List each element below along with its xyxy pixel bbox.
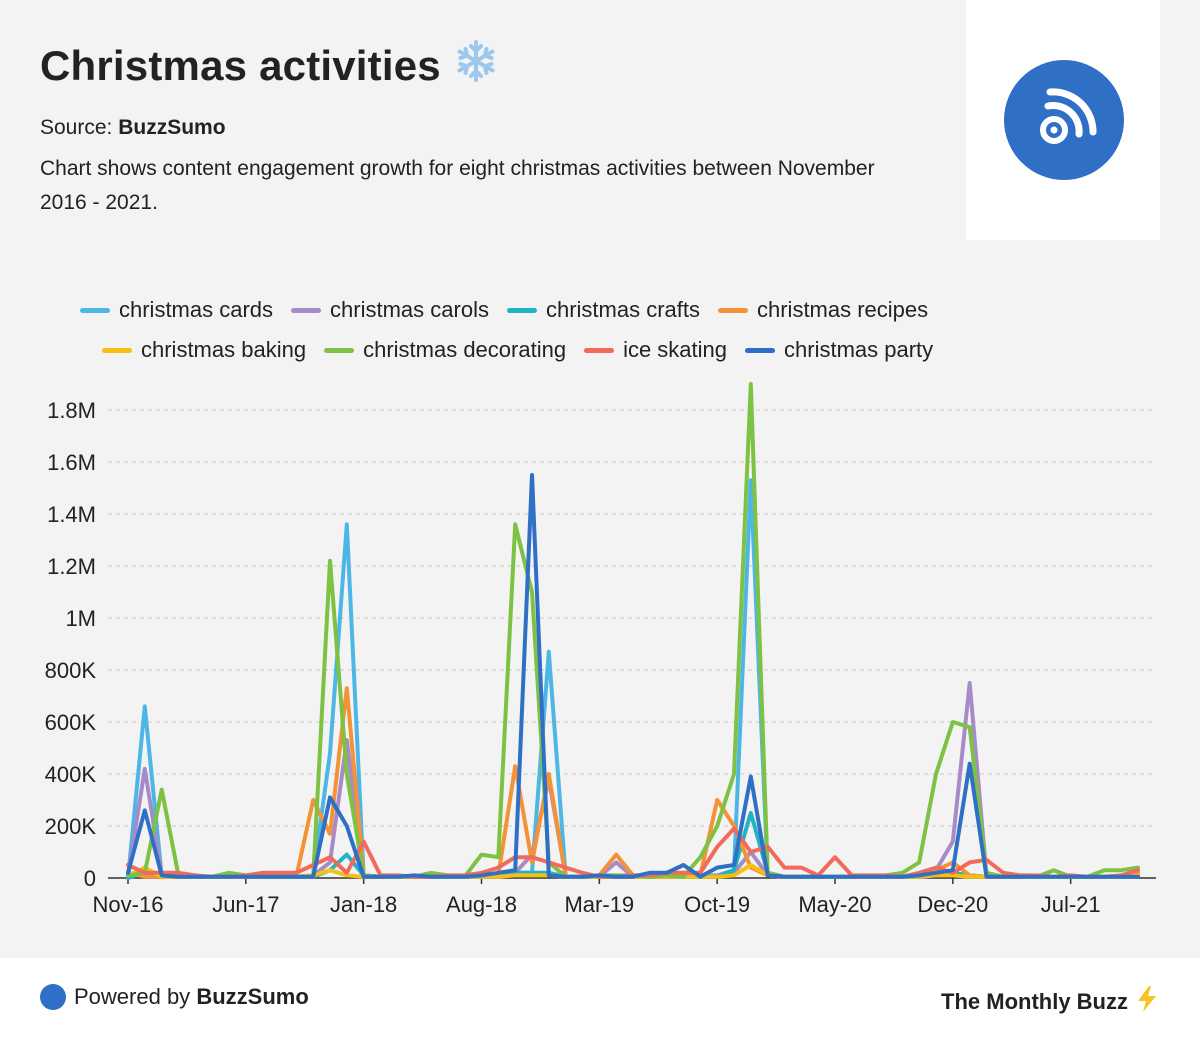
legend-label: christmas baking — [141, 337, 307, 362]
series-line-christmas-party — [126, 473, 1140, 879]
legend-item[interactable]: christmas carols — [291, 297, 489, 323]
legend-label: christmas party — [784, 337, 934, 362]
series-line-christmas-cards — [126, 478, 1140, 880]
y-tick-label: 1.2M — [47, 554, 96, 579]
legend-label: christmas carols — [330, 297, 489, 322]
x-tick-label: Nov-16 — [93, 892, 164, 917]
x-tick-label: Mar-19 — [564, 892, 634, 917]
y-tick-label: 200K — [45, 814, 97, 839]
source-line: Source: BuzzSumo — [40, 116, 226, 139]
y-tick-label: 600K — [45, 710, 97, 735]
series-line-christmas-carols — [126, 681, 1140, 879]
legend-swatch — [80, 307, 110, 313]
legend-swatch — [324, 347, 355, 353]
legend-item[interactable]: christmas decorating — [324, 337, 566, 363]
buzzsumo-signal-icon — [1004, 60, 1124, 180]
legend-item[interactable]: christmas recipes — [718, 297, 928, 323]
legend-item[interactable]: christmas baking — [102, 337, 306, 363]
legend-label: ice skating — [623, 337, 728, 362]
y-tick-label: 400K — [45, 762, 97, 787]
page-title: Christmas activities — [40, 38, 499, 94]
powered-by: Powered by BuzzSumo — [74, 984, 309, 1009]
y-tick-label: 0 — [84, 866, 96, 891]
lightning-icon — [1136, 986, 1158, 1018]
legend-swatch — [745, 347, 776, 353]
legend-swatch — [584, 347, 615, 353]
legend-label: christmas recipes — [757, 297, 929, 322]
snowflake-icon — [453, 38, 499, 94]
legend-swatch — [291, 307, 322, 313]
legend-item[interactable]: ice skating — [584, 337, 727, 363]
y-tick-label: 1.8M — [47, 398, 96, 423]
y-tick-label: 1.4M — [47, 502, 96, 527]
legend-label: christmas decorating — [363, 337, 567, 362]
chart-description: Chart shows content engagement growth fo… — [40, 157, 875, 214]
legend-item[interactable]: christmas crafts — [506, 297, 700, 323]
y-tick-label: 1M — [65, 606, 96, 631]
legend-swatch — [718, 307, 748, 313]
x-tick-label: May-20 — [798, 892, 871, 917]
x-tick-label: Jun-17 — [212, 892, 279, 917]
series-line-christmas-decorating — [126, 382, 1140, 879]
x-tick-label: Dec-20 — [917, 892, 988, 917]
legend-swatch — [506, 307, 537, 313]
x-tick-label: Aug-18 — [446, 892, 517, 917]
legend-label: christmas cards — [119, 297, 274, 322]
source-name: BuzzSumo — [118, 116, 226, 139]
y-tick-label: 1.6M — [47, 450, 96, 475]
legend-item[interactable]: christmas party — [745, 337, 933, 363]
line-chart: 0 200K 400K 600K 800K 1M 1.2M 1.4M 1.6M 1.8M Nov-1… — [45, 382, 1156, 917]
logo-card — [966, 0, 1160, 240]
y-tick-label: 800K — [45, 658, 97, 683]
chart-legend: christmas cards christmas carols christmas… — [80, 290, 1080, 370]
legend-swatch — [102, 347, 132, 353]
series-line-christmas-recipes — [126, 686, 1140, 879]
x-tick-label: Jan-18 — [330, 892, 397, 917]
legend-label: christmas crafts — [545, 297, 700, 322]
buzzsumo-dot-icon — [40, 984, 66, 1010]
x-tick-label: Oct-19 — [684, 892, 750, 917]
x-tick-label: Jul-21 — [1041, 892, 1101, 917]
legend-item[interactable]: christmas cards — [80, 297, 273, 323]
brand-name: The Monthly Buzz — [941, 986, 1158, 1018]
